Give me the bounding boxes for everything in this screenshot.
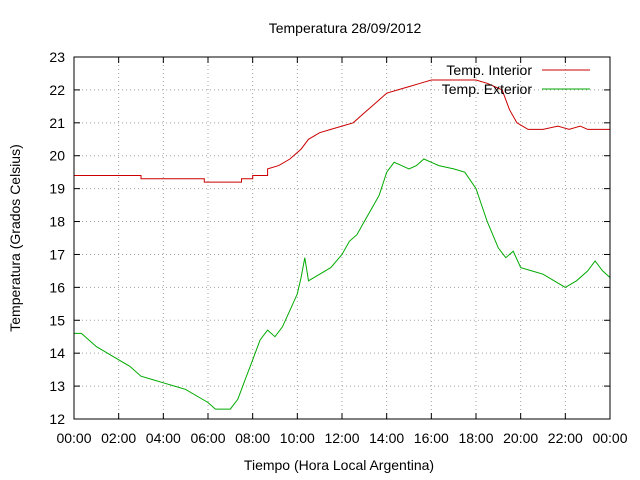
- y-axis-ticks: 12 13 14 15 16 17 18 19 20 21 22 23: [49, 49, 610, 427]
- chart-title: Temperatura 28/09/2012: [269, 20, 422, 36]
- plot-frame: [73, 56, 611, 420]
- x-tick-label: 10:00: [280, 430, 315, 446]
- x-tick-label: 14:00: [369, 430, 404, 446]
- x-tick-label: 00:00: [592, 430, 627, 446]
- series-lines: [74, 79, 611, 410]
- legend: Temp. Interior Temp. Exterior: [442, 62, 590, 97]
- x-tick-label: 22:00: [548, 430, 583, 446]
- x-tick-label: 08:00: [235, 430, 270, 446]
- x-tick-label: 20:00: [503, 430, 538, 446]
- y-tick-label: 21: [49, 115, 65, 131]
- x-tick-label: 00:00: [56, 430, 91, 446]
- x-tick-label: 06:00: [190, 430, 225, 446]
- y-tick-label: 13: [49, 378, 65, 394]
- x-tick-label: 02:00: [101, 430, 136, 446]
- y-tick-label: 12: [49, 411, 65, 427]
- grid: [74, 57, 610, 419]
- x-tick-label: 16:00: [414, 430, 449, 446]
- y-tick-label: 20: [49, 148, 65, 164]
- y-tick-label: 23: [49, 49, 65, 65]
- y-axis-label: Temperatura (Grados Celsius): [7, 144, 23, 332]
- y-tick-label: 18: [49, 214, 65, 230]
- y-tick-label: 16: [49, 279, 65, 295]
- series-line-temp-exterior: [74, 158, 611, 410]
- legend-label: Temp. Exterior: [442, 81, 533, 97]
- x-axis-label: Tiempo (Hora Local Argentina): [244, 457, 434, 473]
- x-tick-label: 18:00: [458, 430, 493, 446]
- y-tick-label: 17: [49, 246, 65, 262]
- y-tick-label: 19: [49, 181, 65, 197]
- y-tick-label: 22: [49, 82, 65, 98]
- series-line-temp-interior: [74, 79, 610, 183]
- legend-label: Temp. Interior: [446, 62, 532, 78]
- x-tick-label: 12:00: [324, 430, 359, 446]
- x-tick-label: 04:00: [146, 430, 181, 446]
- x-axis-ticks: 00:00 02:00 04:00 06:00 08:00 10:00 12:00 14:00…: [56, 57, 628, 446]
- y-tick-label: 14: [49, 345, 65, 361]
- y-tick-label: 15: [49, 312, 65, 328]
